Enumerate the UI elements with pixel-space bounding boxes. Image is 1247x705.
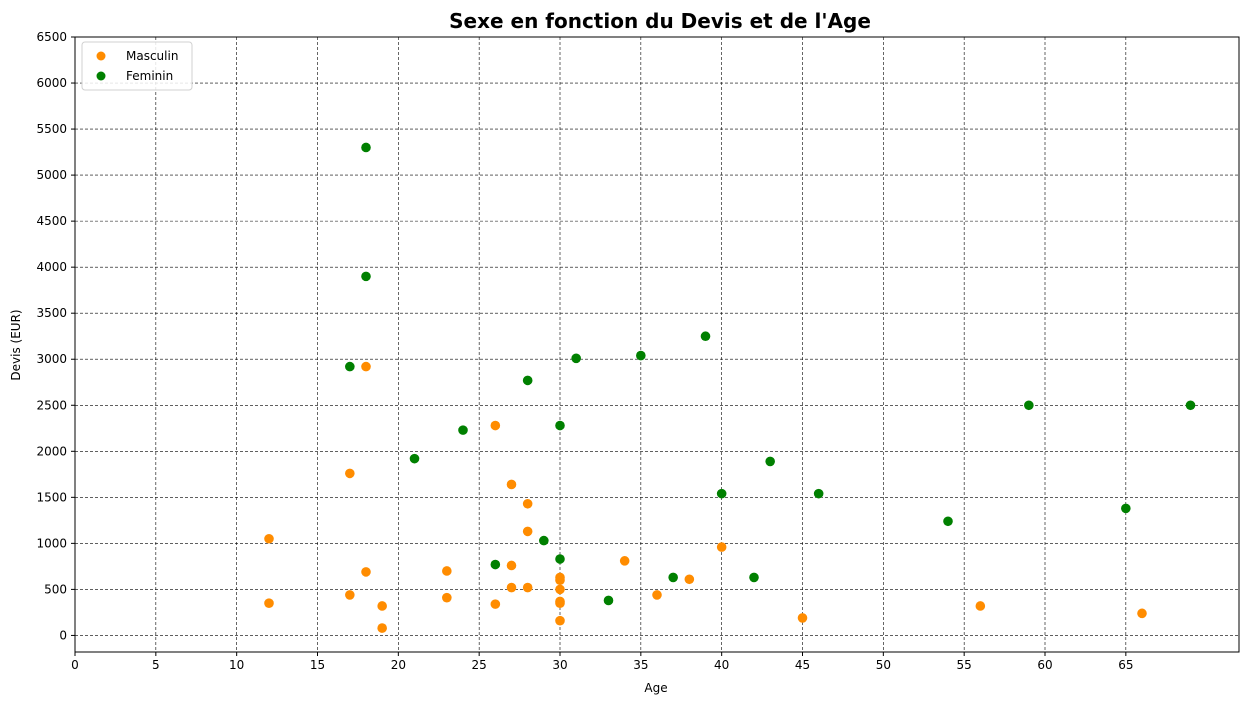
- legend-label-masculin: Masculin: [126, 49, 178, 63]
- point-feminin: [813, 488, 824, 499]
- point-masculin: [522, 498, 533, 509]
- point-masculin: [377, 601, 387, 611]
- point-feminin: [943, 516, 953, 527]
- grid: [74, 36, 1239, 652]
- legend-marker-feminin: [96, 71, 106, 81]
- point-masculin: [1137, 608, 1147, 619]
- point-feminin: [1185, 400, 1196, 411]
- x-tick-label: 40: [714, 658, 729, 672]
- point-masculin: [361, 567, 371, 577]
- y-tick-label: 5000: [36, 168, 67, 182]
- x-tick-label: 5: [152, 658, 160, 672]
- point-feminin: [345, 361, 355, 372]
- y-tick-label: 3500: [36, 306, 67, 320]
- y-axis-label: Devis (EUR): [9, 309, 23, 380]
- x-tick-label: 50: [876, 658, 891, 672]
- x-tick-label: 10: [229, 658, 244, 672]
- legend-marker-masculin: [96, 51, 106, 61]
- x-tick-label: 45: [795, 658, 810, 672]
- point-masculin: [506, 479, 517, 490]
- x-tick-label: 35: [633, 658, 648, 672]
- legend: Masculin Feminin: [81, 41, 193, 91]
- y-tick-label: 3000: [36, 352, 67, 366]
- point-feminin: [490, 559, 501, 570]
- point-feminin: [522, 375, 533, 386]
- point-masculin: [716, 542, 727, 552]
- point-masculin: [797, 613, 808, 623]
- y-tick-label: 1500: [36, 490, 67, 504]
- point-masculin: [555, 584, 565, 595]
- point-feminin: [555, 420, 565, 431]
- y-tick-label: 1000: [36, 536, 67, 550]
- legend-box: [81, 41, 193, 91]
- point-masculin: [377, 623, 387, 633]
- point-masculin: [361, 361, 371, 372]
- point-masculin: [490, 420, 501, 431]
- point-masculin: [555, 598, 565, 609]
- y-tick-label: 6500: [36, 30, 67, 44]
- point-feminin: [571, 353, 581, 364]
- y-tick-label: 6000: [36, 76, 67, 90]
- x-tick-label: 25: [472, 658, 487, 672]
- point-masculin: [490, 599, 501, 609]
- point-masculin: [506, 560, 517, 571]
- y-tick-label: 4500: [36, 214, 67, 228]
- point-feminin: [749, 572, 759, 583]
- x-tick-label: 0: [71, 658, 79, 672]
- chart-title: Sexe en fonction du Devis et de l'Age: [449, 9, 871, 33]
- point-feminin: [361, 142, 371, 153]
- x-tick-label: 30: [552, 658, 567, 672]
- point-masculin: [345, 468, 355, 479]
- point-masculin: [684, 574, 695, 585]
- y-tick-label: 2500: [36, 398, 67, 412]
- point-masculin: [442, 566, 452, 576]
- point-masculin: [619, 556, 630, 566]
- x-axis-label: Age: [644, 681, 667, 695]
- x-tick-label: 55: [957, 658, 972, 672]
- y-tick-label: 5500: [36, 122, 67, 136]
- point-masculin: [555, 575, 565, 585]
- point-feminin: [700, 331, 711, 342]
- point-feminin: [603, 595, 614, 606]
- point-masculin: [264, 598, 274, 609]
- point-feminin: [539, 535, 549, 546]
- x-tick-label: 65: [1118, 658, 1133, 672]
- point-masculin: [522, 582, 533, 593]
- point-masculin: [442, 592, 452, 603]
- point-masculin: [975, 601, 986, 611]
- point-feminin: [765, 456, 775, 467]
- y-tick-label: 500: [44, 582, 67, 596]
- point-feminin: [1024, 400, 1034, 411]
- y-tick-label: 0: [59, 628, 67, 642]
- point-feminin: [555, 554, 565, 564]
- x-tick-label: 60: [1037, 658, 1052, 672]
- point-masculin: [522, 526, 533, 537]
- x-tick-label: 20: [391, 658, 406, 672]
- point-feminin: [361, 271, 371, 282]
- point-feminin: [668, 572, 678, 583]
- point-feminin: [458, 425, 468, 435]
- point-masculin: [506, 582, 517, 593]
- plot-frame: [74, 36, 1240, 653]
- point-masculin: [555, 615, 565, 626]
- point-feminin: [716, 488, 727, 499]
- point-feminin: [1121, 503, 1131, 514]
- point-feminin: [636, 350, 646, 361]
- point-masculin: [264, 533, 274, 544]
- y-tick-label: 4000: [36, 260, 67, 274]
- data-points: [264, 142, 1196, 633]
- x-tick-label: 15: [310, 658, 325, 672]
- y-tick-label: 2000: [36, 444, 67, 458]
- point-masculin: [652, 590, 662, 600]
- legend-label-feminin: Feminin: [126, 69, 173, 83]
- axis-ticks: 0 5 10 15 20 25 30 35 40 45 50 55 60 65 0 500 1000 1500 20…: [36, 30, 1133, 672]
- point-masculin: [345, 590, 355, 600]
- point-feminin: [409, 453, 420, 464]
